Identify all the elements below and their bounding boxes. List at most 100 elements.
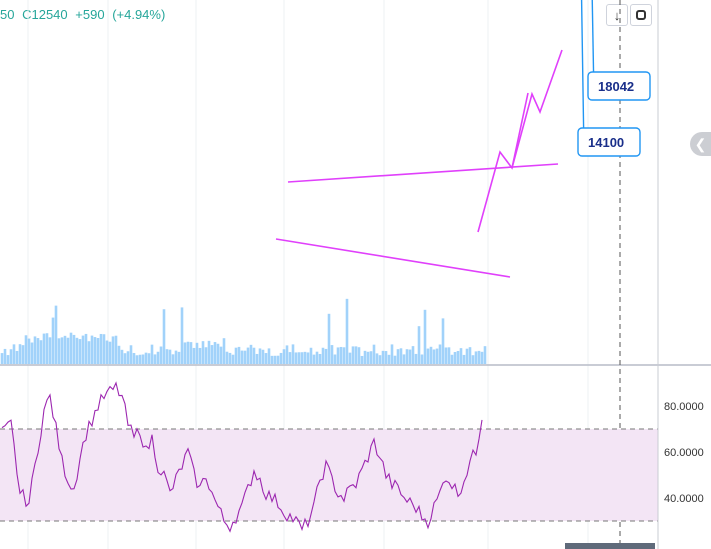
- volume-bar: [6, 355, 10, 364]
- volume-bar: [393, 355, 397, 364]
- volume-bar: [180, 307, 184, 364]
- volume-bar: [429, 346, 433, 364]
- volume-bar: [228, 352, 232, 364]
- volume-bar: [468, 347, 472, 364]
- lower-trendline: [275, 238, 511, 278]
- volume-bar: [0, 353, 4, 364]
- volume-bar: [258, 348, 262, 364]
- volume-bar: [57, 338, 61, 364]
- volume-bar: [192, 347, 196, 364]
- volume-bar: [90, 335, 94, 364]
- volume-bar: [402, 354, 406, 364]
- volume-bar: [132, 352, 136, 364]
- volume-bar: [174, 350, 178, 364]
- volume-bar: [366, 351, 370, 364]
- volume-bar: [168, 349, 172, 364]
- volume-bars: [0, 298, 487, 364]
- rsi-band-fill: [0, 429, 658, 521]
- volume-bar: [450, 354, 454, 364]
- volume-bar: [351, 346, 355, 364]
- volume-bar: [156, 351, 160, 364]
- volume-bar: [294, 352, 298, 364]
- volume-bar: [198, 347, 202, 364]
- volume-bar: [39, 340, 43, 364]
- volume-bar: [462, 354, 466, 364]
- volume-bar: [165, 349, 169, 364]
- volume-bar: [321, 347, 325, 364]
- rsi-band: [0, 428, 658, 522]
- volume-bar: [51, 317, 55, 364]
- volume-bar: [405, 349, 409, 364]
- volume-bar: [81, 335, 85, 364]
- arrow-down-button[interactable]: ↓: [606, 4, 628, 26]
- volume-bar: [276, 355, 280, 364]
- scroll-right-handle[interactable]: ❮: [690, 132, 711, 156]
- volume-bar: [285, 345, 289, 364]
- volume-bar: [309, 347, 313, 364]
- volume-bar: [87, 341, 91, 364]
- volume-bar: [471, 355, 475, 364]
- volume-bar: [279, 352, 283, 364]
- trend-lines: [275, 49, 563, 278]
- rsi-tick-40.0000: 40.0000: [664, 493, 704, 505]
- volume-bar: [144, 352, 148, 364]
- volume-bar: [483, 346, 487, 364]
- volume-bar: [291, 344, 295, 364]
- price-axis: 1794014106125407667280002400020000160001…: [565, 0, 704, 549]
- volume-bar: [21, 345, 25, 364]
- volume-bar: [225, 351, 229, 364]
- volume-bar: [12, 344, 16, 364]
- volume-bar: [357, 347, 361, 364]
- volume-bar: [312, 354, 316, 364]
- volume-bar: [453, 352, 457, 364]
- volume-bar: [48, 337, 52, 364]
- ohlc-header: 50 C12540 +590 (+4.94%): [0, 7, 169, 22]
- volume-bar: [423, 309, 427, 364]
- volume-bar: [411, 346, 415, 364]
- volume-bar: [108, 341, 112, 364]
- volume-bar: [288, 352, 292, 364]
- volume-bar: [204, 347, 208, 364]
- volume-bar: [231, 354, 235, 364]
- callout-text-14100: 14100: [588, 135, 624, 150]
- volume-bar: [426, 348, 430, 364]
- volume-bar: [240, 350, 244, 364]
- volume-bar: [318, 353, 322, 364]
- projection-path: [477, 49, 563, 233]
- volume-bar: [480, 351, 484, 364]
- volume-bar: [390, 344, 394, 364]
- volume-bar: [252, 347, 256, 364]
- volume-bar: [105, 340, 109, 364]
- volume-bar: [474, 351, 478, 364]
- volume-bar: [123, 353, 127, 364]
- volume-bar: [300, 352, 304, 364]
- volume-bar: [342, 347, 346, 364]
- callouts: 18042 14100: [577, 0, 651, 157]
- volume-bar: [120, 349, 124, 364]
- volume-bar: [438, 344, 442, 364]
- volume-bar: [297, 352, 301, 364]
- volume-bar: [264, 353, 268, 364]
- volume-bar: [324, 348, 328, 364]
- volume-bar: [117, 345, 121, 364]
- volume-bar: [348, 352, 352, 364]
- volume-bar: [330, 345, 334, 364]
- volume-bar: [249, 344, 253, 364]
- volume-bar: [78, 339, 82, 364]
- chart-settings-button[interactable]: [630, 4, 652, 26]
- volume-bar: [135, 355, 139, 364]
- volume-bar: [147, 353, 151, 364]
- volume-bar: [261, 349, 265, 364]
- callout-box-14100: [577, 127, 641, 157]
- volume-bar: [159, 346, 163, 364]
- volume-bar: [303, 351, 307, 364]
- volume-bar: [360, 355, 364, 364]
- volume-bar: [255, 353, 259, 364]
- volume-bar: [432, 349, 436, 364]
- volume-bar: [141, 354, 145, 364]
- volume-bar: [237, 346, 241, 364]
- volume-bar: [243, 350, 247, 364]
- volume-bar: [102, 334, 106, 364]
- volume-bar: [162, 309, 166, 364]
- volume-bar: [363, 350, 367, 364]
